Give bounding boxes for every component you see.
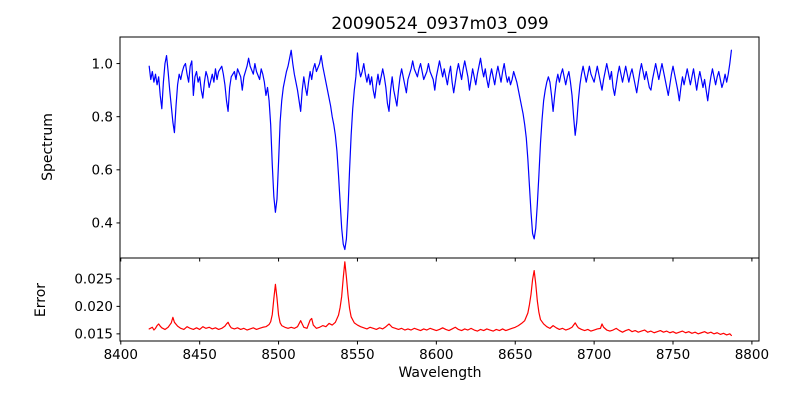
y-tick-label: 0.025 <box>74 272 113 288</box>
y-tick-label: 0.4 <box>92 216 113 232</box>
x-tick-label: 8450 <box>182 347 216 363</box>
y-tick-label: 0.8 <box>92 109 113 125</box>
x-tick-label: 8750 <box>656 347 690 363</box>
spectrum-y-axis-label: Spectrum <box>40 113 56 181</box>
error-line <box>148 261 732 337</box>
x-tick-label: 8650 <box>498 347 532 363</box>
x-axis-label: Wavelength <box>398 365 481 381</box>
x-tick-label: 8500 <box>261 347 295 363</box>
x-tick-label: 8400 <box>104 347 138 363</box>
chart-title: 20090524_0937m03_099 <box>331 14 548 34</box>
y-tick-label: 0.020 <box>74 299 113 315</box>
x-tick-label: 8800 <box>735 347 769 363</box>
y-tick-label: 1.0 <box>92 56 113 72</box>
error-y-axis-label: Error <box>33 283 49 317</box>
x-tick-label: 8700 <box>577 347 611 363</box>
x-tick-label: 8550 <box>340 347 374 363</box>
spectrum-line <box>148 49 732 251</box>
y-tick-label: 0.6 <box>92 163 113 179</box>
y-tick-label: 0.015 <box>74 327 113 343</box>
x-tick-label: 8600 <box>419 347 453 363</box>
axes-frame <box>119 257 760 342</box>
axes-layer: 0.4 0.6 0.8 1.0 0.015 0.020 0.025 8400 8450 8500 8… <box>74 36 769 363</box>
